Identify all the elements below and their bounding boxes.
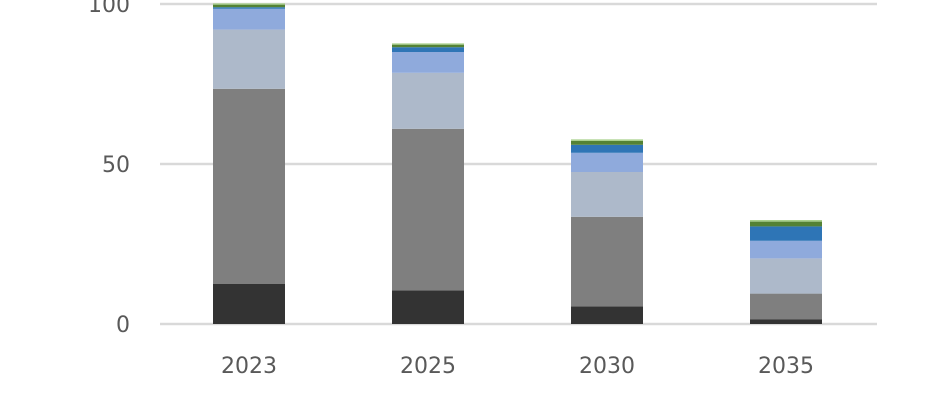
bar-stack-2035	[750, 220, 822, 324]
bar-segment-2023-s1	[213, 284, 285, 324]
bars	[213, 3, 822, 324]
bar-segment-2025-s6	[392, 44, 464, 48]
bar-segment-2030-s1	[571, 306, 643, 324]
bar-segment-2030-s3	[571, 172, 643, 217]
bar-segment-2023-s3	[213, 29, 285, 89]
x-tick-label-2035: 2035	[758, 354, 814, 379]
y-tick-label: 0	[116, 313, 130, 338]
bar-segment-2025-s3	[392, 72, 464, 129]
x-tick-label-2025: 2025	[400, 354, 456, 379]
bar-segment-2035-s4	[750, 240, 822, 259]
bar-stack-2023	[213, 3, 285, 324]
bar-segment-2023-s2	[213, 88, 285, 284]
bar-segment-2035-s2	[750, 293, 822, 320]
bar-segment-2035-s1	[750, 319, 822, 324]
bar-segment-2030-s5	[571, 144, 643, 153]
x-tick-label-2023: 2023	[221, 354, 277, 379]
bar-segment-2035-s6	[750, 221, 822, 227]
bar-segment-2035-s3	[750, 258, 822, 294]
x-tick-label-2030: 2030	[579, 354, 635, 379]
y-axis: 0 50 100	[88, 0, 130, 338]
bar-segment-2025-s2	[392, 128, 464, 291]
bar-segment-2030-s6	[571, 140, 643, 145]
y-tick-label: 100	[88, 0, 130, 18]
bar-segment-2030-s2	[571, 216, 643, 307]
bar-segment-2023-s6	[213, 4, 285, 8]
y-tick-label: 50	[102, 153, 130, 178]
bar-stack-2030	[571, 139, 643, 324]
bar-segment-2025-s1	[392, 290, 464, 324]
bar-segment-2030-s7	[571, 139, 643, 141]
bar-segment-2025-s4	[392, 52, 464, 73]
bar-segment-2023-s7	[213, 3, 285, 5]
bar-segment-2025-s7	[392, 43, 464, 45]
bar-segment-2025-s5	[392, 47, 464, 52]
bar-segment-2023-s5	[213, 7, 285, 9]
bar-segment-2030-s4	[571, 152, 643, 172]
bar-stack-2025	[392, 43, 464, 324]
bar-segment-2035-s7	[750, 220, 822, 222]
bar-segment-2035-s5	[750, 226, 822, 241]
x-axis: 2023 2025 2030 2035	[221, 354, 814, 379]
bar-segment-2023-s4	[213, 8, 285, 30]
